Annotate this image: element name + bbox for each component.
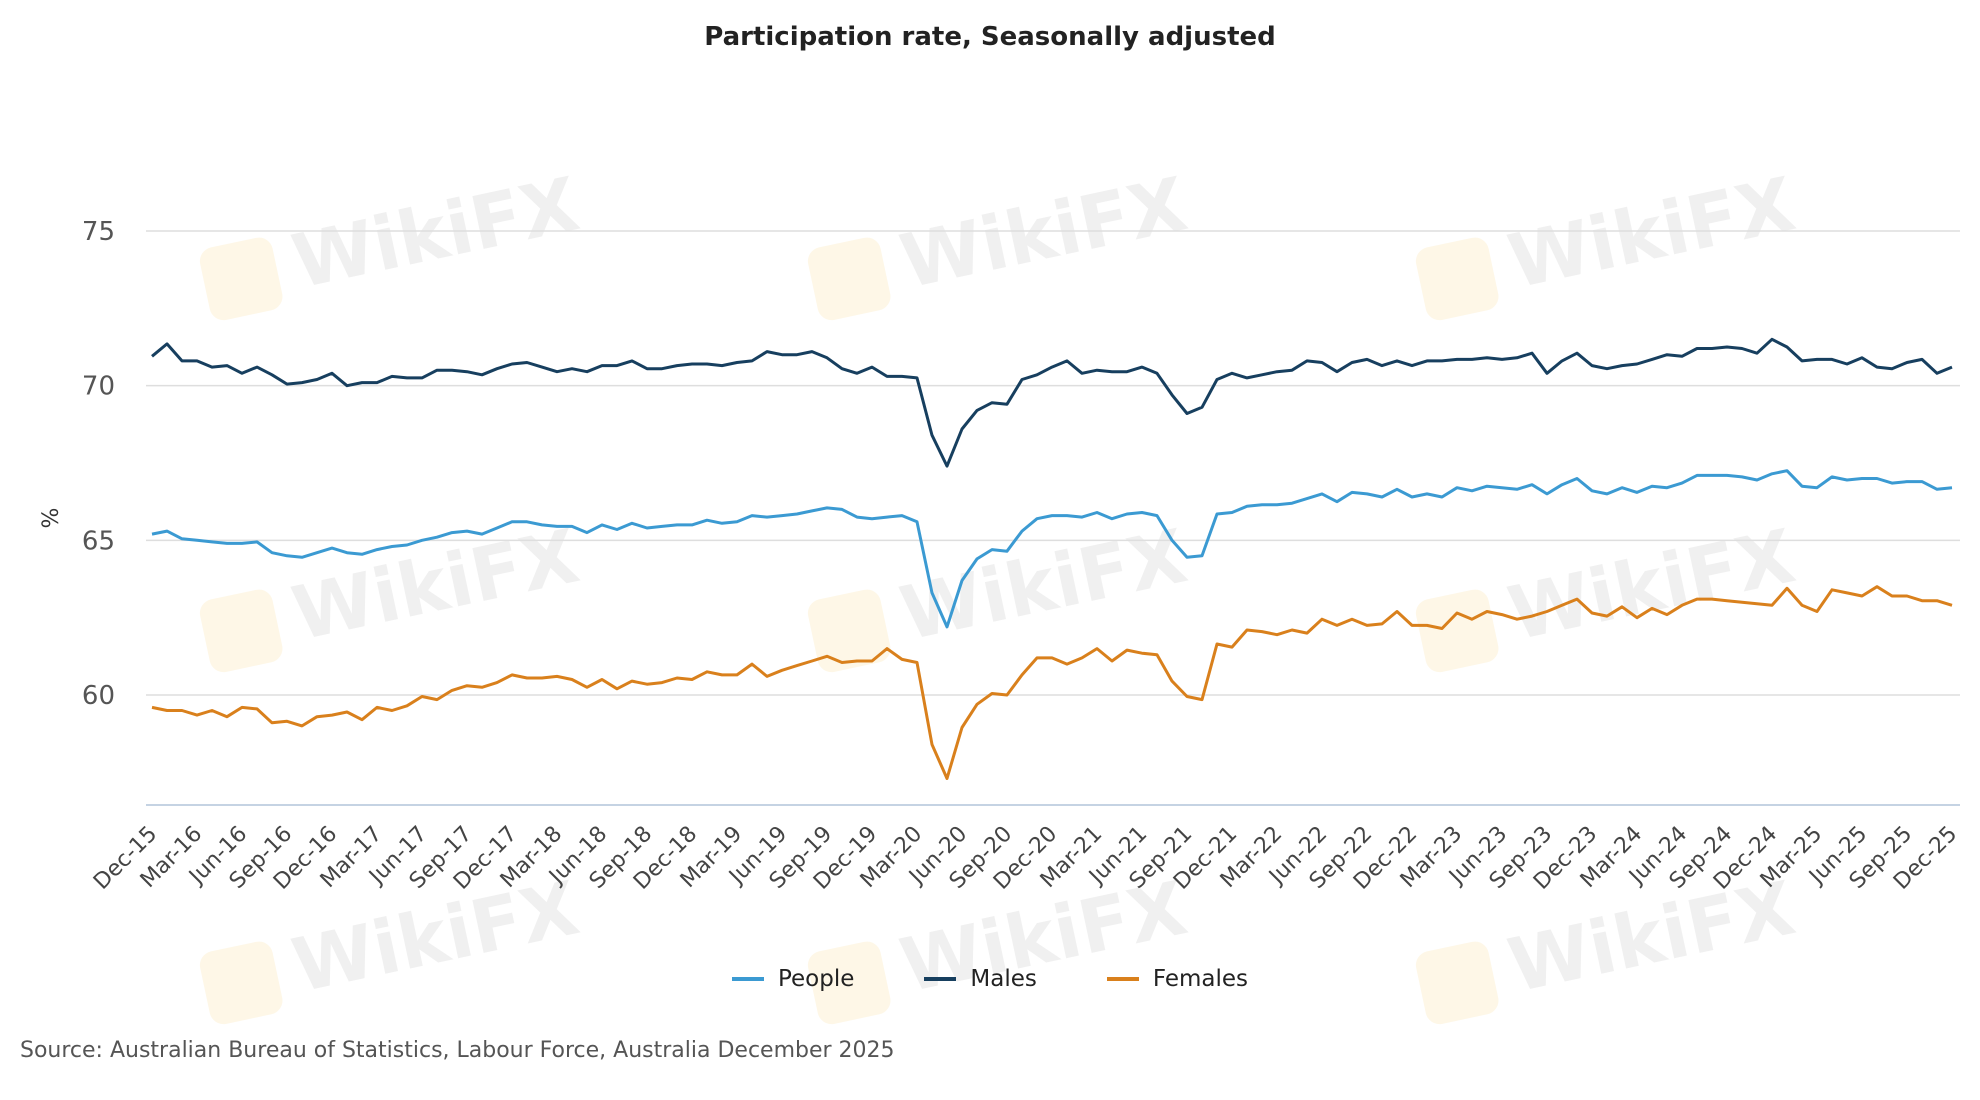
series-line-males [151,337,1953,468]
legend-label: Females [1152,966,1249,992]
legend-label: People [777,966,855,992]
legend-item-people[interactable]: People [731,966,855,992]
legend-item-males[interactable]: Males [924,966,1037,992]
y-tick-label: 60 [82,681,115,711]
source-note: Source: Australian Bureau of Statistics,… [20,1038,895,1063]
chart-title: Participation rate, Seasonally adjusted [704,22,1276,52]
y-tick-label: 70 [82,372,115,402]
y-tick-label: 75 [82,217,115,247]
series-line-people [151,469,1953,629]
legend-label: Males [970,966,1037,992]
legend-item-females[interactable]: Females [1106,966,1249,992]
legend-swatch [1106,977,1139,981]
legend-swatch [924,977,957,981]
legend-swatch [731,977,764,981]
y-axis-label: % [39,508,64,529]
y-tick-label: 65 [82,526,115,556]
legend: People Males Females [0,966,1980,992]
series-line-females [151,585,1953,780]
